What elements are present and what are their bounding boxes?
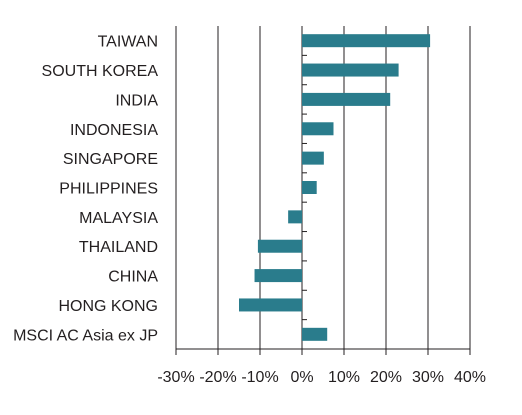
bar <box>302 63 399 77</box>
bar <box>254 269 302 283</box>
x-tick-label: -20% <box>199 369 236 386</box>
bar <box>302 122 334 136</box>
bar <box>302 327 328 341</box>
bar <box>302 181 317 194</box>
category-label: THAILAND <box>79 239 158 256</box>
axes <box>175 54 471 355</box>
x-tick-label: 10% <box>328 369 360 386</box>
x-tick-label: 20% <box>370 369 402 386</box>
bars <box>239 34 431 341</box>
category-label: TAIWAN <box>98 34 158 51</box>
bar <box>302 92 391 106</box>
category-label: MALAYSIA <box>79 210 158 227</box>
category-label: INDIA <box>115 92 158 109</box>
gridlines <box>175 26 471 349</box>
bar <box>302 151 324 165</box>
x-tick-label: 0% <box>290 369 313 386</box>
category-labels: TAIWAN SOUTH KOREA INDIA INDONESIA SINGAPORE… <box>13 34 158 345</box>
x-tick-label: 40% <box>454 369 486 386</box>
x-tick-label: 30% <box>412 369 444 386</box>
bar <box>239 298 302 312</box>
bar <box>302 34 431 48</box>
category-label: PHILIPPINES <box>59 181 158 198</box>
category-label: CHINA <box>108 269 158 286</box>
category-label: SINGAPORE <box>63 151 158 168</box>
x-tick-label: -10% <box>241 369 278 386</box>
category-label: MSCI AC Asia ex JP <box>13 327 158 344</box>
x-tick-label: -30% <box>157 369 194 386</box>
bar <box>257 239 302 253</box>
x-tick-labels: -30% -20% -10% 0% 10% 20% 30% 40% <box>157 369 486 386</box>
category-label: INDONESIA <box>70 122 158 139</box>
category-label: HONG KONG <box>58 298 158 315</box>
category-label: SOUTH KOREA <box>42 63 159 80</box>
bar <box>288 210 302 224</box>
